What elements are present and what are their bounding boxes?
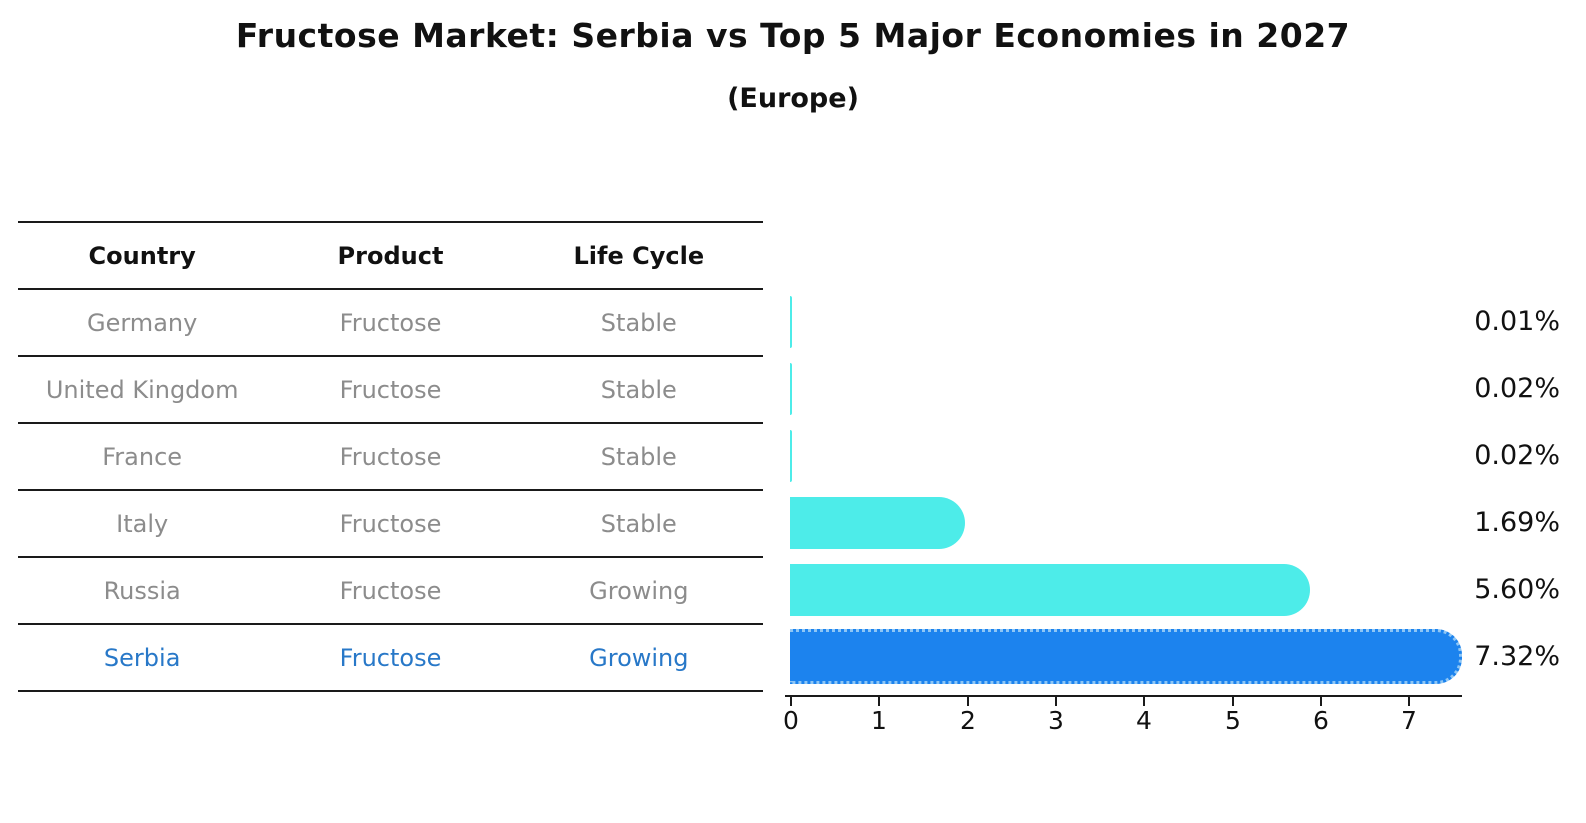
cell-life-cycle: Stable [600,442,677,471]
bar-row-serbia [790,623,1490,690]
cell-life-cycle: Growing [589,576,689,605]
x-tick-5 [1232,697,1234,706]
cell-life-cycle: Growing [589,643,689,672]
cell-country: France [102,442,183,471]
chart-title: Fructose Market: Serbia vs Top 5 Major E… [235,16,1351,55]
cell-country: United Kingdom [45,375,239,404]
x-tick-label-3: 3 [1048,706,1064,735]
country-table: Country Product Life Cycle Germany Fructo… [18,221,763,692]
cell-country: Italy [116,509,169,538]
x-tick-label-7: 7 [1401,706,1417,735]
x-tick-0 [790,697,792,706]
header-country: Country [88,241,196,270]
table-body: Germany Fructose Stable United Kingdom Fruct… [18,290,763,692]
x-tick-7 [1408,697,1410,706]
x-tick-3 [1055,697,1057,706]
cell-life-cycle: Stable [600,509,677,538]
x-tick-label-6: 6 [1313,706,1329,735]
bar-chart [790,288,1490,690]
x-tick-1 [878,697,880,706]
cell-product: Fructose [339,442,442,471]
table-row-france: France Fructose Stable [18,424,763,491]
bar-france [790,429,792,482]
table-row-russia: Russia Fructose Growing [18,558,763,625]
table-header-row: Country Product Life Cycle [18,223,763,290]
cell-product: Fructose [339,375,442,404]
value-label-russia: 5.60% [1474,574,1560,605]
value-label-germany: 0.01% [1474,306,1560,337]
bar-united-kingdom [790,362,792,415]
value-label-serbia: 7.32% [1474,641,1560,672]
x-tick-6 [1320,697,1322,706]
cell-country: Russia [103,576,181,605]
bar-russia [790,563,1310,616]
chart-subtitle: (Europe) [727,83,859,114]
cell-life-cycle: Stable [600,375,677,404]
x-axis-line [785,695,1462,697]
x-tick-label-0: 0 [783,706,799,735]
cell-product: Fructose [339,643,442,672]
cell-life-cycle: Stable [600,308,677,337]
cell-country: Serbia [103,643,181,672]
bar-germany [790,295,792,348]
value-label-france: 0.02% [1474,440,1560,471]
x-tick-2 [967,697,969,706]
bar-row-germany [790,288,1490,355]
bar-row-italy [790,489,1490,556]
cell-product: Fructose [339,509,442,538]
table-row-united-kingdom: United Kingdom Fructose Stable [18,357,763,424]
value-label-united-kingdom: 0.02% [1474,373,1560,404]
value-label-italy: 1.69% [1474,507,1560,538]
x-tick-label-1: 1 [871,706,887,735]
bar-italy [790,496,965,549]
value-labels: 0.01% 0.02% 0.02% 1.69% 5.60% 7.32% [1400,288,1560,690]
bar-serbia [790,629,1462,684]
cell-product: Fructose [339,576,442,605]
x-tick-label-5: 5 [1225,706,1241,735]
table-row-italy: Italy Fructose Stable [18,491,763,558]
cell-product: Fructose [339,308,442,337]
bar-row-france [790,422,1490,489]
x-tick-4 [1143,697,1145,706]
bar-row-russia [790,556,1490,623]
header-life-cycle: Life Cycle [573,241,705,270]
table-row-germany: Germany Fructose Stable [18,290,763,357]
table-row-serbia: Serbia Fructose Growing [18,625,763,692]
x-tick-label-2: 2 [960,706,976,735]
cell-country: Germany [87,308,198,337]
x-tick-label-4: 4 [1136,706,1152,735]
bar-row-united-kingdom [790,355,1490,422]
header-product: Product [337,241,444,270]
